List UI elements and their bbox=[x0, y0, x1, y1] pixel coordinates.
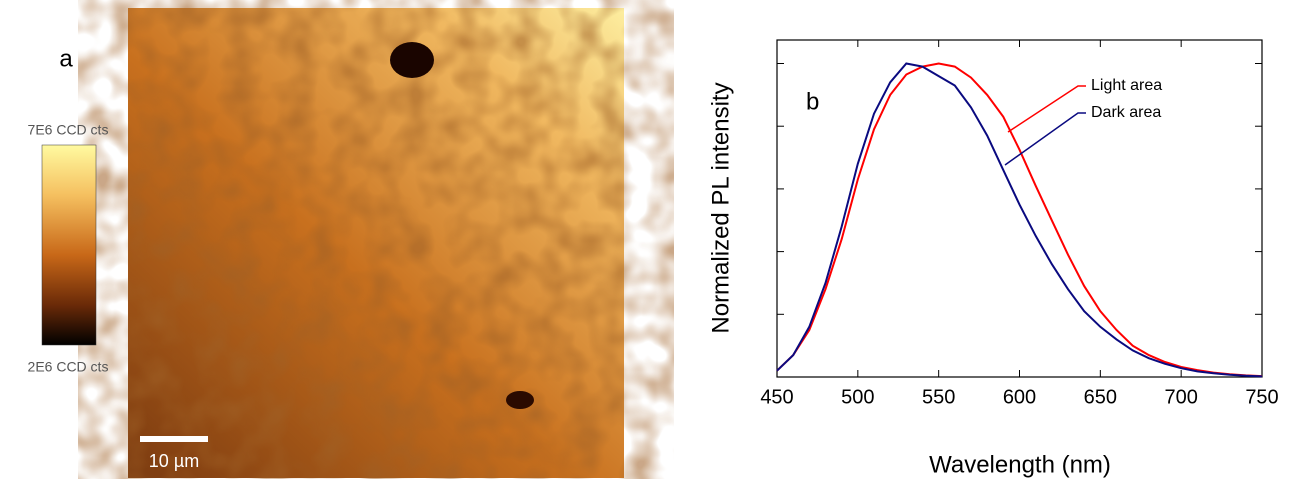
x-tick-label: 500 bbox=[841, 386, 874, 408]
x-tick-label: 650 bbox=[1084, 386, 1117, 408]
colorbar-min: 2E6 CCD cts bbox=[28, 359, 109, 375]
x-tick-label: 450 bbox=[760, 386, 793, 408]
colorbar bbox=[41, 144, 97, 346]
scale-bar bbox=[140, 436, 208, 442]
dark-spot bbox=[390, 42, 434, 78]
colorbar-max: 7E6 CCD cts bbox=[28, 122, 109, 138]
legend-leader bbox=[1007, 85, 1086, 133]
x-tick-label: 600 bbox=[1003, 386, 1036, 408]
series-line bbox=[776, 62, 1263, 378]
x-tick-label: 750 bbox=[1245, 386, 1278, 408]
legend-leader bbox=[1004, 112, 1086, 166]
x-tick-label: 700 bbox=[1164, 386, 1197, 408]
panel-label: a bbox=[59, 45, 73, 72]
series-line bbox=[776, 62, 1263, 378]
scale-bar-label: 10 µm bbox=[149, 451, 199, 471]
legend-label: Dark area bbox=[1091, 104, 1161, 121]
pl-map-texture bbox=[128, 8, 624, 478]
dark-spot bbox=[506, 391, 534, 409]
x-axis-label: Wavelength (nm) bbox=[929, 451, 1111, 478]
y-axis-label: Normalized PL intensity bbox=[707, 82, 734, 333]
x-tick-label: 550 bbox=[922, 386, 955, 408]
legend-label: Light area bbox=[1091, 77, 1162, 94]
line-chart: b Wavelength (nm) Normalized PL intensit… bbox=[707, 39, 1263, 478]
panel-label: b bbox=[806, 88, 819, 115]
